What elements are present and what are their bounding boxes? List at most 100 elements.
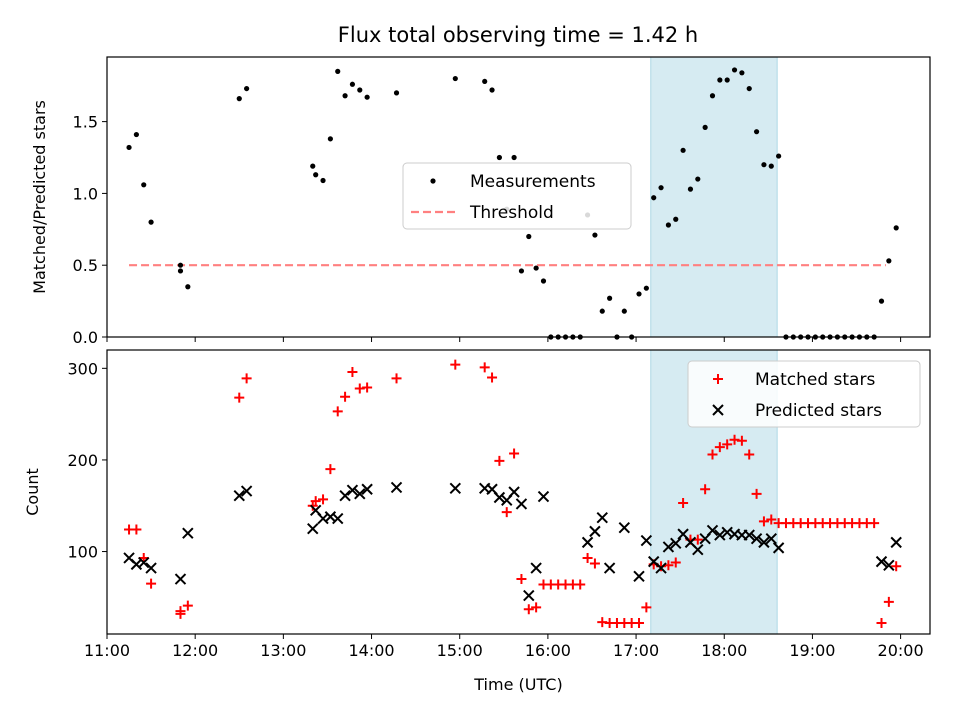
data-point xyxy=(758,536,770,549)
data-point xyxy=(320,177,326,184)
data-point xyxy=(509,448,520,459)
data-point xyxy=(332,406,343,417)
data-point xyxy=(182,527,194,539)
data-point xyxy=(883,596,894,607)
data-point xyxy=(511,154,517,161)
y-tick-label: 1.5 xyxy=(73,113,98,132)
legend: Matched stars Predicted stars xyxy=(687,360,921,428)
data-point xyxy=(890,536,902,549)
data-point xyxy=(724,77,730,83)
data-point xyxy=(310,496,321,507)
data-point xyxy=(533,265,539,271)
data-point xyxy=(878,298,885,304)
data-point xyxy=(707,449,718,460)
data-point xyxy=(146,578,157,589)
data-point xyxy=(518,268,525,274)
legend-marker-measurements xyxy=(430,178,436,184)
data-point xyxy=(234,392,245,403)
data-point xyxy=(241,373,252,384)
data-point xyxy=(126,144,132,151)
data-point xyxy=(240,485,253,497)
data-point xyxy=(531,602,542,613)
data-point xyxy=(665,222,672,228)
top-panel: 0.0 0.5 1.0 1.5 Matched/Predicted stars Measu… xyxy=(30,56,931,347)
data-point xyxy=(138,556,150,569)
data-point xyxy=(714,442,725,453)
data-point xyxy=(313,172,319,178)
data-point xyxy=(633,570,645,582)
x-tick-label: 19:00 xyxy=(789,641,835,660)
data-point xyxy=(361,483,373,495)
y-tick-label: 0.0 xyxy=(73,328,98,347)
data-point xyxy=(636,291,642,297)
data-point xyxy=(746,85,752,92)
data-point xyxy=(537,490,550,503)
data-point xyxy=(141,182,147,188)
data-point xyxy=(131,524,142,535)
legend-box xyxy=(402,162,632,230)
data-point xyxy=(651,195,657,201)
data-point xyxy=(325,464,336,475)
data-point xyxy=(393,90,400,96)
data-point xyxy=(673,216,679,222)
data-point xyxy=(736,435,747,446)
data-point xyxy=(702,124,708,130)
data-point xyxy=(655,562,667,574)
data-point xyxy=(487,372,498,383)
data-point xyxy=(354,488,366,500)
data-point xyxy=(133,131,139,138)
data-point xyxy=(717,77,723,83)
data-point xyxy=(349,81,356,87)
data-point xyxy=(687,186,694,192)
data-point xyxy=(347,366,358,377)
data-point xyxy=(776,153,782,159)
y-tick-label: 0.5 xyxy=(73,256,98,275)
data-point xyxy=(489,87,495,93)
data-point xyxy=(761,162,767,168)
data-point xyxy=(893,225,899,231)
x-tick-label: 18:00 xyxy=(701,641,747,660)
data-point xyxy=(185,284,191,290)
data-point xyxy=(327,136,333,142)
highlight-span xyxy=(650,56,778,338)
data-point xyxy=(175,606,186,617)
data-point xyxy=(750,533,763,545)
legend: Measurements Threshold xyxy=(402,162,632,230)
data-point xyxy=(508,486,520,498)
data-point xyxy=(582,552,593,563)
data-point xyxy=(530,562,542,574)
data-point xyxy=(640,534,653,547)
data-point xyxy=(244,85,250,92)
data-point xyxy=(307,522,319,535)
data-point xyxy=(772,542,785,554)
data-point xyxy=(692,544,704,556)
data-point xyxy=(523,589,535,602)
data-point xyxy=(479,362,490,373)
data-point xyxy=(643,285,649,291)
data-point xyxy=(516,574,527,585)
x-tick-label: 12:00 xyxy=(172,641,218,660)
x-axis-label: Time (UTC) xyxy=(473,675,562,694)
data-point xyxy=(634,618,645,629)
data-point xyxy=(891,561,902,572)
x-tick-label: 14:00 xyxy=(348,641,394,660)
x-tick-label: 16:00 xyxy=(525,641,571,660)
chart-title: Flux total observing time = 1.42 h xyxy=(338,23,698,47)
data-point xyxy=(765,533,777,545)
data-point xyxy=(494,455,505,466)
x-tick-label: 20:00 xyxy=(878,641,924,660)
data-point xyxy=(362,382,373,393)
legend-label: Threshold xyxy=(469,203,554,223)
data-point xyxy=(886,258,892,264)
data-point xyxy=(496,154,502,161)
legend-box xyxy=(687,360,921,428)
data-point xyxy=(318,494,329,505)
data-point xyxy=(339,489,351,502)
data-point xyxy=(876,618,887,629)
data-point xyxy=(714,529,726,541)
data-point xyxy=(618,522,631,534)
data-point xyxy=(678,497,689,508)
data-point xyxy=(493,491,506,504)
